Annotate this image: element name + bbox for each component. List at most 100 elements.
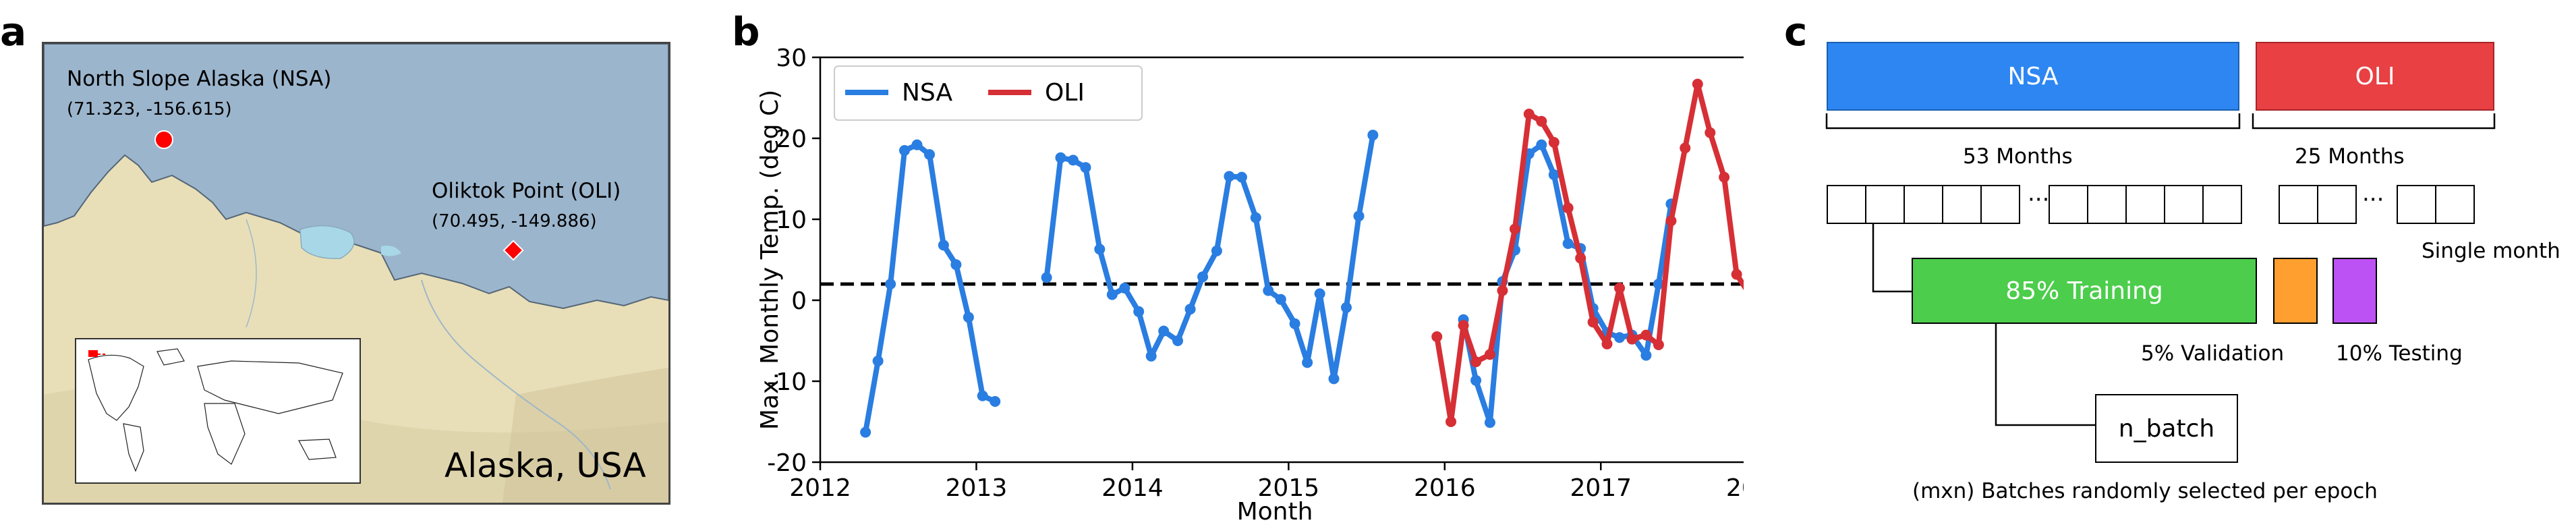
mountain-shade <box>503 368 668 503</box>
y-tick-label: -10 <box>767 368 807 396</box>
validation-block <box>2273 258 2318 324</box>
nsa-ellipsis: ··· <box>2028 186 2050 213</box>
nsa-data-point <box>1548 169 1559 180</box>
nsa-data-point <box>872 356 884 366</box>
nsa-data-point <box>1340 302 1352 313</box>
nsa-data-point <box>963 312 974 323</box>
nsa-data-point <box>1302 357 1313 368</box>
oli-site-coords: (70.495, -149.886) <box>432 211 597 231</box>
nsa-data-point <box>1653 279 1664 289</box>
y-tick-label: 0 <box>791 287 807 315</box>
oli-data-point <box>1523 109 1535 119</box>
nsa-site-coords: (71.323, -156.615) <box>67 99 232 119</box>
nsa-data-point <box>1172 335 1184 346</box>
validation-label: 5% Validation <box>2141 341 2285 366</box>
oli-data-point <box>1548 137 1559 148</box>
nsa-series-line <box>1043 132 1376 382</box>
nsa-month-cell <box>1904 185 1943 224</box>
nsa-data-point <box>1133 306 1145 317</box>
africa-outline <box>204 403 246 465</box>
y-tick-label: 10 <box>776 206 807 234</box>
nsa-data-point <box>1328 373 1340 385</box>
oli-months-label: 25 Months <box>2295 144 2405 169</box>
oli-data-point <box>1470 356 1482 368</box>
legend-label-oli: OLI <box>1045 79 1085 107</box>
teshekpuk-lake <box>299 225 355 259</box>
oli-block: OLI <box>2256 42 2494 111</box>
x-tick-label: 2015 <box>1258 474 1320 502</box>
oli-data-point <box>1731 269 1742 280</box>
batch-block: n_batch <box>2095 394 2238 463</box>
oli-data-point <box>1575 252 1586 264</box>
nsa-data-point <box>911 139 923 150</box>
nsa-data-point <box>1250 212 1261 223</box>
oli-brace <box>2252 113 2496 130</box>
temperature-chart: 2012 2013 2014 2015 2016 2017 2018 -20 -10 0 10 20 3… <box>756 45 1744 526</box>
oli-data-point <box>1601 338 1613 350</box>
y-tick-label: 20 <box>776 125 807 153</box>
nsa-month-cell <box>1865 185 1905 224</box>
nsa-data-point <box>1470 374 1482 386</box>
legend: NSA OLI <box>834 65 1143 121</box>
oli-site-marker <box>503 240 524 261</box>
nsa-month-cell <box>2202 185 2242 224</box>
oli-data-point <box>1626 333 1638 345</box>
coastal-lagoon <box>381 246 401 256</box>
panel-c-letter: c <box>1784 9 1808 55</box>
eurasia-outline <box>197 360 343 414</box>
y-tick-label: 30 <box>776 45 807 72</box>
x-tick-label: 2012 <box>789 474 851 502</box>
nsa-data-point <box>1119 283 1130 294</box>
nsa-month-cell <box>2164 185 2204 224</box>
nsa-series-line <box>863 142 998 435</box>
nsa-data-point <box>1158 325 1170 337</box>
nsa-data-point <box>1055 152 1066 163</box>
x-tick-label: 2014 <box>1101 474 1164 502</box>
nsa-block: NSA <box>1827 42 2239 111</box>
nsa-data-point <box>1211 245 1222 256</box>
nsa-data-point <box>1275 294 1286 305</box>
x-tick-label: 2018 <box>1726 474 1744 502</box>
nsa-data-point <box>885 279 896 289</box>
oli-month-cell <box>2317 185 2357 224</box>
nsa-data-point <box>1041 272 1052 283</box>
nsa-data-point <box>1184 304 1196 315</box>
nsa-data-point <box>950 259 962 271</box>
diagram-lines <box>1825 113 2496 426</box>
nsa-month-cell <box>2049 185 2088 224</box>
nsa-data-point <box>1067 155 1079 166</box>
connector-to-batch <box>1995 323 2095 426</box>
nsa-data-point <box>860 426 871 438</box>
x-axis-label: Month <box>1237 498 1313 526</box>
nsa-data-point <box>1106 289 1118 300</box>
y-tick-label: -20 <box>767 449 807 477</box>
greenland-outline <box>156 348 185 366</box>
nsa-data-point <box>1484 417 1495 428</box>
nsa-data-point <box>1314 288 1325 300</box>
world-inset-map <box>75 338 361 484</box>
oli-data-point <box>1705 127 1716 138</box>
oli-data-point <box>1680 142 1691 154</box>
oli-site-label: Oliktok Point (OLI) <box>432 179 621 203</box>
oli-month-cell <box>2279 185 2318 224</box>
connector-to-training <box>1872 223 1912 293</box>
nsa-data-point <box>1236 171 1247 183</box>
data-split-diagram: NSA OLI 53 Months 25 Months ··· ··· Sing… <box>1794 0 2576 531</box>
oli-data-point <box>1446 416 1457 427</box>
batch-caption: (mxn) Batches randomly selected per epoc… <box>1912 479 2378 503</box>
nsa-site-label: North Slope Alaska (NSA) <box>67 67 332 91</box>
legend-label-nsa: NSA <box>902 79 952 107</box>
nsa-data-point <box>1353 211 1365 222</box>
australia-outline <box>298 439 337 460</box>
oli-data-point <box>1640 329 1652 341</box>
y-axis-label: Max. Monthly Temp. (deg C) <box>756 90 784 430</box>
oli-data-point <box>1719 171 1730 183</box>
oli-data-point <box>1458 320 1469 331</box>
oli-data-point <box>1653 339 1664 350</box>
nsa-data-point <box>924 149 936 160</box>
nsa-month-cell <box>2087 185 2127 224</box>
nsa-month-cell <box>1827 185 1866 224</box>
oli-data-point <box>1692 78 1703 90</box>
oli-data-point <box>1587 316 1599 328</box>
nsa-data-point <box>990 396 1001 407</box>
